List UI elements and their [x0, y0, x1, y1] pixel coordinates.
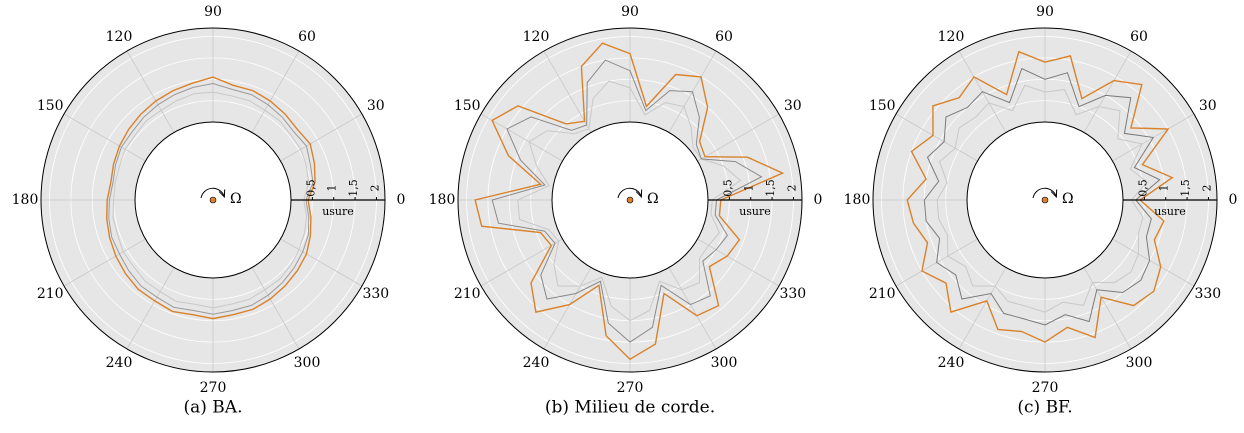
- theta-tick-label: 300: [711, 355, 738, 371]
- theta-tick-label: 0: [814, 192, 823, 208]
- grid-spoke: [480, 113, 563, 162]
- wear-curve: [112, 91, 310, 309]
- theta-tick-label: 0: [397, 192, 406, 208]
- theta-tick-label: 180: [12, 192, 39, 208]
- wear-curve: [474, 42, 785, 361]
- grid-spoke: [126, 267, 175, 350]
- theta-tick-label: 210: [869, 286, 896, 302]
- caption: (a) BA.: [184, 398, 243, 418]
- grid-spoke: [251, 267, 300, 350]
- theta-tick-label: 120: [106, 29, 133, 45]
- grid-spoke: [63, 113, 146, 162]
- theta-tick-label: 240: [523, 355, 550, 371]
- polar-chart: 0 30 60 90 120 150 180 210 240 270 300 330 0,5 1 1,5 2 u…: [12, 4, 406, 418]
- polar-chart: 0 30 60 90 120 150 180 210 240 270 300 330 0,5 1 1,5 2 u…: [429, 4, 823, 418]
- center-dot: [209, 196, 217, 204]
- theta-tick-label: 120: [938, 29, 965, 45]
- center-label: Ω: [230, 191, 242, 207]
- grid-spoke: [63, 238, 146, 287]
- grid-spoke: [697, 113, 780, 162]
- wear-curve: [105, 76, 316, 320]
- theta-tick-label: 240: [106, 355, 133, 371]
- grid-spoke: [668, 267, 717, 350]
- polar-chart: 0 30 60 90 120 150 180 210 240 270 300 330 0,5 1 1,5 2 u…: [844, 4, 1238, 418]
- theta-tick-label: 150: [869, 98, 896, 114]
- r-tick-label: 2: [785, 185, 798, 192]
- theta-tick-label: 330: [362, 286, 389, 302]
- wear-curve: [491, 59, 763, 343]
- wear-curve: [906, 50, 1174, 343]
- theta-tick-label: 30: [1199, 98, 1217, 114]
- grid-spoke: [958, 267, 1007, 350]
- center-dot: [626, 196, 634, 204]
- r-tick-label: 0,5: [1136, 179, 1149, 197]
- r-tick-label: 0,5: [721, 179, 734, 197]
- theta-tick-label: 120: [523, 29, 550, 45]
- grid-spoke: [895, 113, 978, 162]
- grid-spoke: [480, 238, 563, 287]
- grid-spoke: [280, 113, 363, 162]
- theta-tick-label: 180: [429, 192, 456, 208]
- theta-tick-label: 210: [37, 286, 64, 302]
- rotation-arrow: [617, 187, 641, 199]
- r-tick-label: 2: [368, 185, 381, 192]
- theta-tick-label: 30: [367, 98, 385, 114]
- wear-curve: [108, 82, 314, 315]
- theta-tick-label: 60: [1130, 29, 1148, 45]
- theta-tick-label: 270: [200, 380, 227, 396]
- theta-tick-label: 330: [1194, 286, 1221, 302]
- r-tick-label: 0,5: [304, 179, 317, 197]
- caption: (b) Milieu de corde.: [545, 398, 715, 418]
- theta-tick-label: 60: [298, 29, 316, 45]
- theta-tick-label: 90: [1036, 4, 1054, 20]
- r-axis-label: usure: [739, 205, 771, 218]
- theta-tick-label: 270: [617, 380, 644, 396]
- theta-tick-label: 210: [454, 286, 481, 302]
- theta-tick-label: 270: [1032, 380, 1059, 396]
- theta-tick-label: 150: [454, 98, 481, 114]
- theta-tick-label: 90: [204, 4, 222, 20]
- theta-tick-label: 30: [784, 98, 802, 114]
- r-tick-label: 1: [743, 185, 756, 192]
- r-tick-label: 1,5: [764, 179, 777, 197]
- grid-spoke: [251, 50, 300, 133]
- center-label: Ω: [1062, 191, 1074, 207]
- grid-spoke: [697, 238, 780, 287]
- grid-spoke: [1083, 267, 1132, 350]
- center-label: Ω: [647, 191, 659, 207]
- r-axis-label: usure: [322, 205, 354, 218]
- grid-spoke: [543, 267, 592, 350]
- rotation-arrow: [200, 187, 224, 199]
- rotation-arrow: [1032, 187, 1056, 199]
- wear-curve: [923, 67, 1161, 326]
- grid-spoke: [126, 50, 175, 133]
- r-tick-label: 1: [1158, 185, 1171, 192]
- r-tick-label: 2: [1200, 185, 1213, 192]
- theta-tick-label: 90: [621, 4, 639, 20]
- theta-tick-label: 240: [938, 355, 965, 371]
- r-axis-label: usure: [1154, 205, 1186, 218]
- center-dot: [1041, 196, 1049, 204]
- grid-spoke: [1083, 50, 1132, 133]
- theta-tick-label: 180: [844, 192, 871, 208]
- theta-tick-label: 60: [715, 29, 733, 45]
- wear-curve: [936, 84, 1148, 313]
- grid-spoke: [280, 238, 363, 287]
- grid-spoke: [543, 50, 592, 133]
- r-tick-label: 1: [326, 185, 339, 192]
- theta-tick-label: 330: [779, 286, 806, 302]
- theta-tick-label: 300: [1126, 355, 1153, 371]
- theta-tick-label: 300: [294, 355, 321, 371]
- theta-tick-label: 0: [1229, 192, 1238, 208]
- grid-spoke: [1112, 238, 1195, 287]
- wear-curve: [517, 80, 742, 322]
- theta-tick-label: 150: [37, 98, 64, 114]
- r-tick-label: 1,5: [347, 179, 360, 197]
- r-tick-label: 1,5: [1179, 179, 1192, 197]
- caption: (c) BF.: [1017, 398, 1072, 418]
